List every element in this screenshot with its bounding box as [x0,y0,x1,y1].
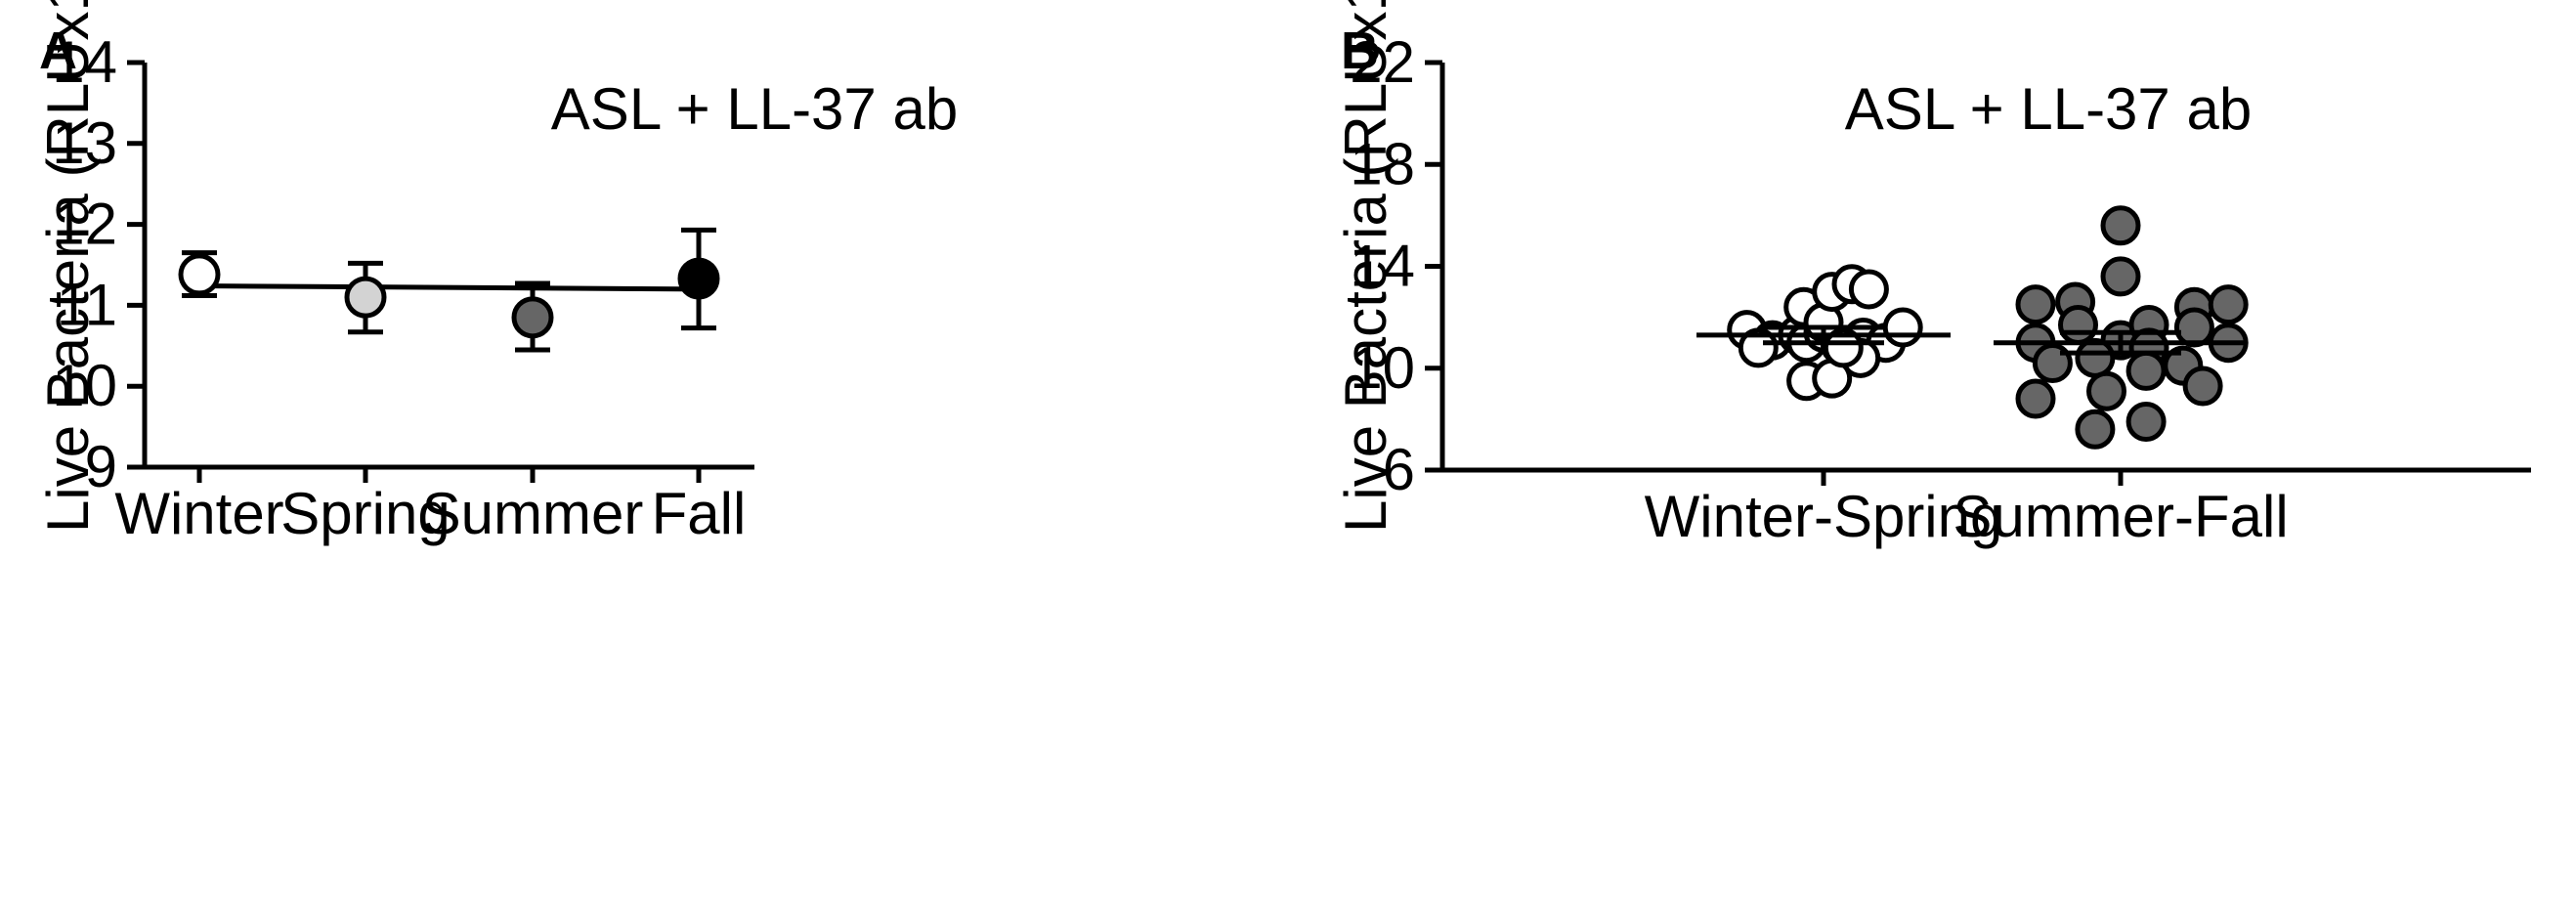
panel-a-trend-line [198,283,700,292]
panel-b-data-point [2086,370,2126,411]
panel-b-data-point [2015,284,2056,325]
panel-a-y-tick-label: 12 [52,192,117,257]
panel-a-y-axis-label-main: Live Bacteria (RLUx10 [35,0,101,533]
panel-a-data-point [677,257,720,300]
panel-b-data-point [2125,350,2167,391]
panel-b-data-point [2075,337,2116,378]
panel-a-x-tick-label: Summer [422,481,644,546]
panel-b-data-point [2208,284,2249,325]
panel-a-data-point [511,296,554,339]
panel-b-data-point [1882,307,1923,348]
panel-b-y-tick-label: 18 [1350,131,1415,196]
panel-a-title: ASL + LL-37 ab [551,76,958,142]
panel-a-data-point [178,253,221,296]
panel-a-x-tick-label: Spring [280,481,450,546]
panel-b-data-point [2100,205,2141,246]
panel-b-data-point [2125,401,2167,442]
panel-b-y-axis-label-main: Live Bacteria (RLUx10 [1333,0,1398,533]
panel-b-y-axis-label: Live Bacteria (RLUx103) [1330,0,1398,533]
panel-b-y-tick-label: 10 [1350,335,1415,401]
panel-b-data-point [2058,304,2098,345]
panel-a-y-tick-label: 9 [85,434,117,499]
panel-a: A ASL + LL-37 ab Live Bacteria (RLUx103)… [32,0,958,546]
panel-b-data-point [2100,256,2141,297]
panel-a-x-tick-label: Fall [652,481,747,546]
panel-a-x-tick-label: Winter [114,481,283,546]
panel-b-y-tick-label: 14 [1350,234,1415,299]
panel-b-y-tick-label: 22 [1350,29,1415,95]
panel-a-letter: A [39,22,77,80]
panel-b-data-point [1848,269,1889,310]
panel-a-y-tick-label: 11 [57,272,117,337]
panel-b-data-point [2015,378,2056,419]
panel-a-data-point [344,276,387,319]
panel-b-letter: B [1341,22,1379,80]
panel-b-data-point [1738,327,1779,368]
panel-a-y-axis-label: Live Bacteria (RLUx103) [32,0,101,533]
panel-a-y-tick-label: 10 [52,353,117,418]
panel-b-title: ASL + LL-37 ab [1845,76,2252,142]
panel-b-x-tick-label: Winter-Spring [1645,484,2003,549]
panel-b-data-point [2173,307,2214,348]
panel-b-data-point [1823,327,1864,368]
panel-a-y-tick-label: 14 [52,29,117,95]
panel-a-y-tick-label: 13 [52,110,117,176]
panel-b-y-tick-label: 6 [1383,437,1415,502]
panel-b: B ASL + LL-37 ab Live Bacteria (RLUx103)… [1330,0,2531,549]
panel-b-x-tick-label: Summer-Fall [1953,484,2288,549]
panel-b-data-point [2075,409,2116,450]
panel-b-data-point [2182,366,2223,407]
